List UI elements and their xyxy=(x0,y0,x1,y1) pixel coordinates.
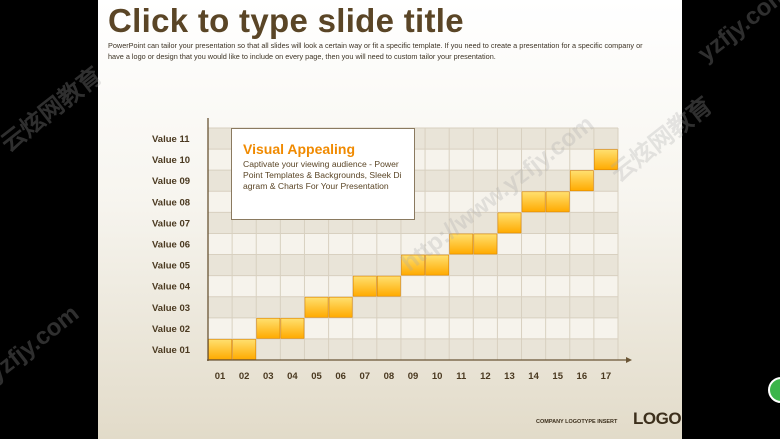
x-tick-label: 02 xyxy=(239,371,250,382)
footer-company-text: COMPANY LOGOTYPE INSERT xyxy=(536,419,618,425)
x-tick-label: 01 xyxy=(215,371,226,382)
bar-15 xyxy=(545,191,570,213)
slide-title[interactable]: Click to type slide title xyxy=(108,2,464,39)
x-axis-arrow xyxy=(626,357,632,363)
y-tick-label: Value 04 xyxy=(152,282,191,293)
y-tick-label: Value 01 xyxy=(152,345,191,356)
x-tick-label: 16 xyxy=(577,371,588,382)
grid-band xyxy=(208,233,618,255)
bar-07 xyxy=(352,275,377,297)
x-tick-label: 03 xyxy=(263,371,274,382)
watermark-text: yzfjy.com xyxy=(0,299,85,388)
y-tick-label: Value 06 xyxy=(152,240,190,251)
bar-13 xyxy=(497,212,522,234)
bar-02 xyxy=(232,339,257,360)
floating-action-icon[interactable] xyxy=(768,377,780,403)
x-tick-label: 04 xyxy=(287,371,298,382)
callout-body: Captivate your viewing audience - PowerP… xyxy=(243,159,402,191)
bar-03 xyxy=(256,318,281,339)
bar-16 xyxy=(569,170,594,192)
bar-09 xyxy=(401,254,425,276)
bar-17 xyxy=(594,149,618,170)
x-tick-label: 08 xyxy=(384,371,395,382)
y-tick-label: Value 11 xyxy=(152,134,190,145)
callout-title: Visual Appealing xyxy=(243,141,356,157)
grid-band xyxy=(208,296,618,318)
grid-band xyxy=(208,275,618,297)
x-tick-label: 07 xyxy=(359,371,370,382)
y-tick-label: Value 08 xyxy=(152,197,190,208)
callout-box: Visual Appealing Captivate your viewing … xyxy=(231,128,415,220)
bar-08 xyxy=(377,275,401,297)
x-tick-label: 10 xyxy=(432,371,443,382)
x-tick-label: 09 xyxy=(408,371,419,382)
bar-06 xyxy=(328,296,353,318)
x-tick-label: 13 xyxy=(504,371,515,382)
grid-band xyxy=(208,317,618,339)
bar-12 xyxy=(473,233,498,255)
bar-11 xyxy=(449,233,474,255)
y-tick-label: Value 10 xyxy=(152,155,190,166)
x-tick-label: 11 xyxy=(456,371,467,382)
x-tick-label: 05 xyxy=(311,371,322,382)
x-tick-label: 14 xyxy=(528,371,539,382)
bar-10 xyxy=(425,254,449,276)
slide: Click to type slide title PowerPoint can… xyxy=(98,0,682,439)
y-tick-label: Value 07 xyxy=(152,218,190,229)
x-tick-label: 06 xyxy=(335,371,346,382)
bar-14 xyxy=(521,191,546,213)
watermark-text: 云炫网教育 xyxy=(0,62,108,158)
watermark-text: yzfjy.com xyxy=(692,0,780,68)
slide-subtitle[interactable]: PowerPoint can tailor your presentation … xyxy=(108,41,643,61)
y-tick-label: Value 03 xyxy=(152,303,190,314)
y-tick-label: Value 09 xyxy=(152,176,190,187)
x-tick-label: 17 xyxy=(601,371,612,382)
y-tick-label: Value 02 xyxy=(152,324,190,335)
x-tick-label: 12 xyxy=(480,371,491,382)
bar-05 xyxy=(304,296,329,318)
company-logo: LOGO xyxy=(633,409,682,428)
grid-band xyxy=(208,338,618,360)
bar-04 xyxy=(280,318,305,339)
y-tick-label: Value 05 xyxy=(152,261,191,272)
bar-01 xyxy=(208,339,232,360)
x-tick-label: 15 xyxy=(552,371,563,382)
